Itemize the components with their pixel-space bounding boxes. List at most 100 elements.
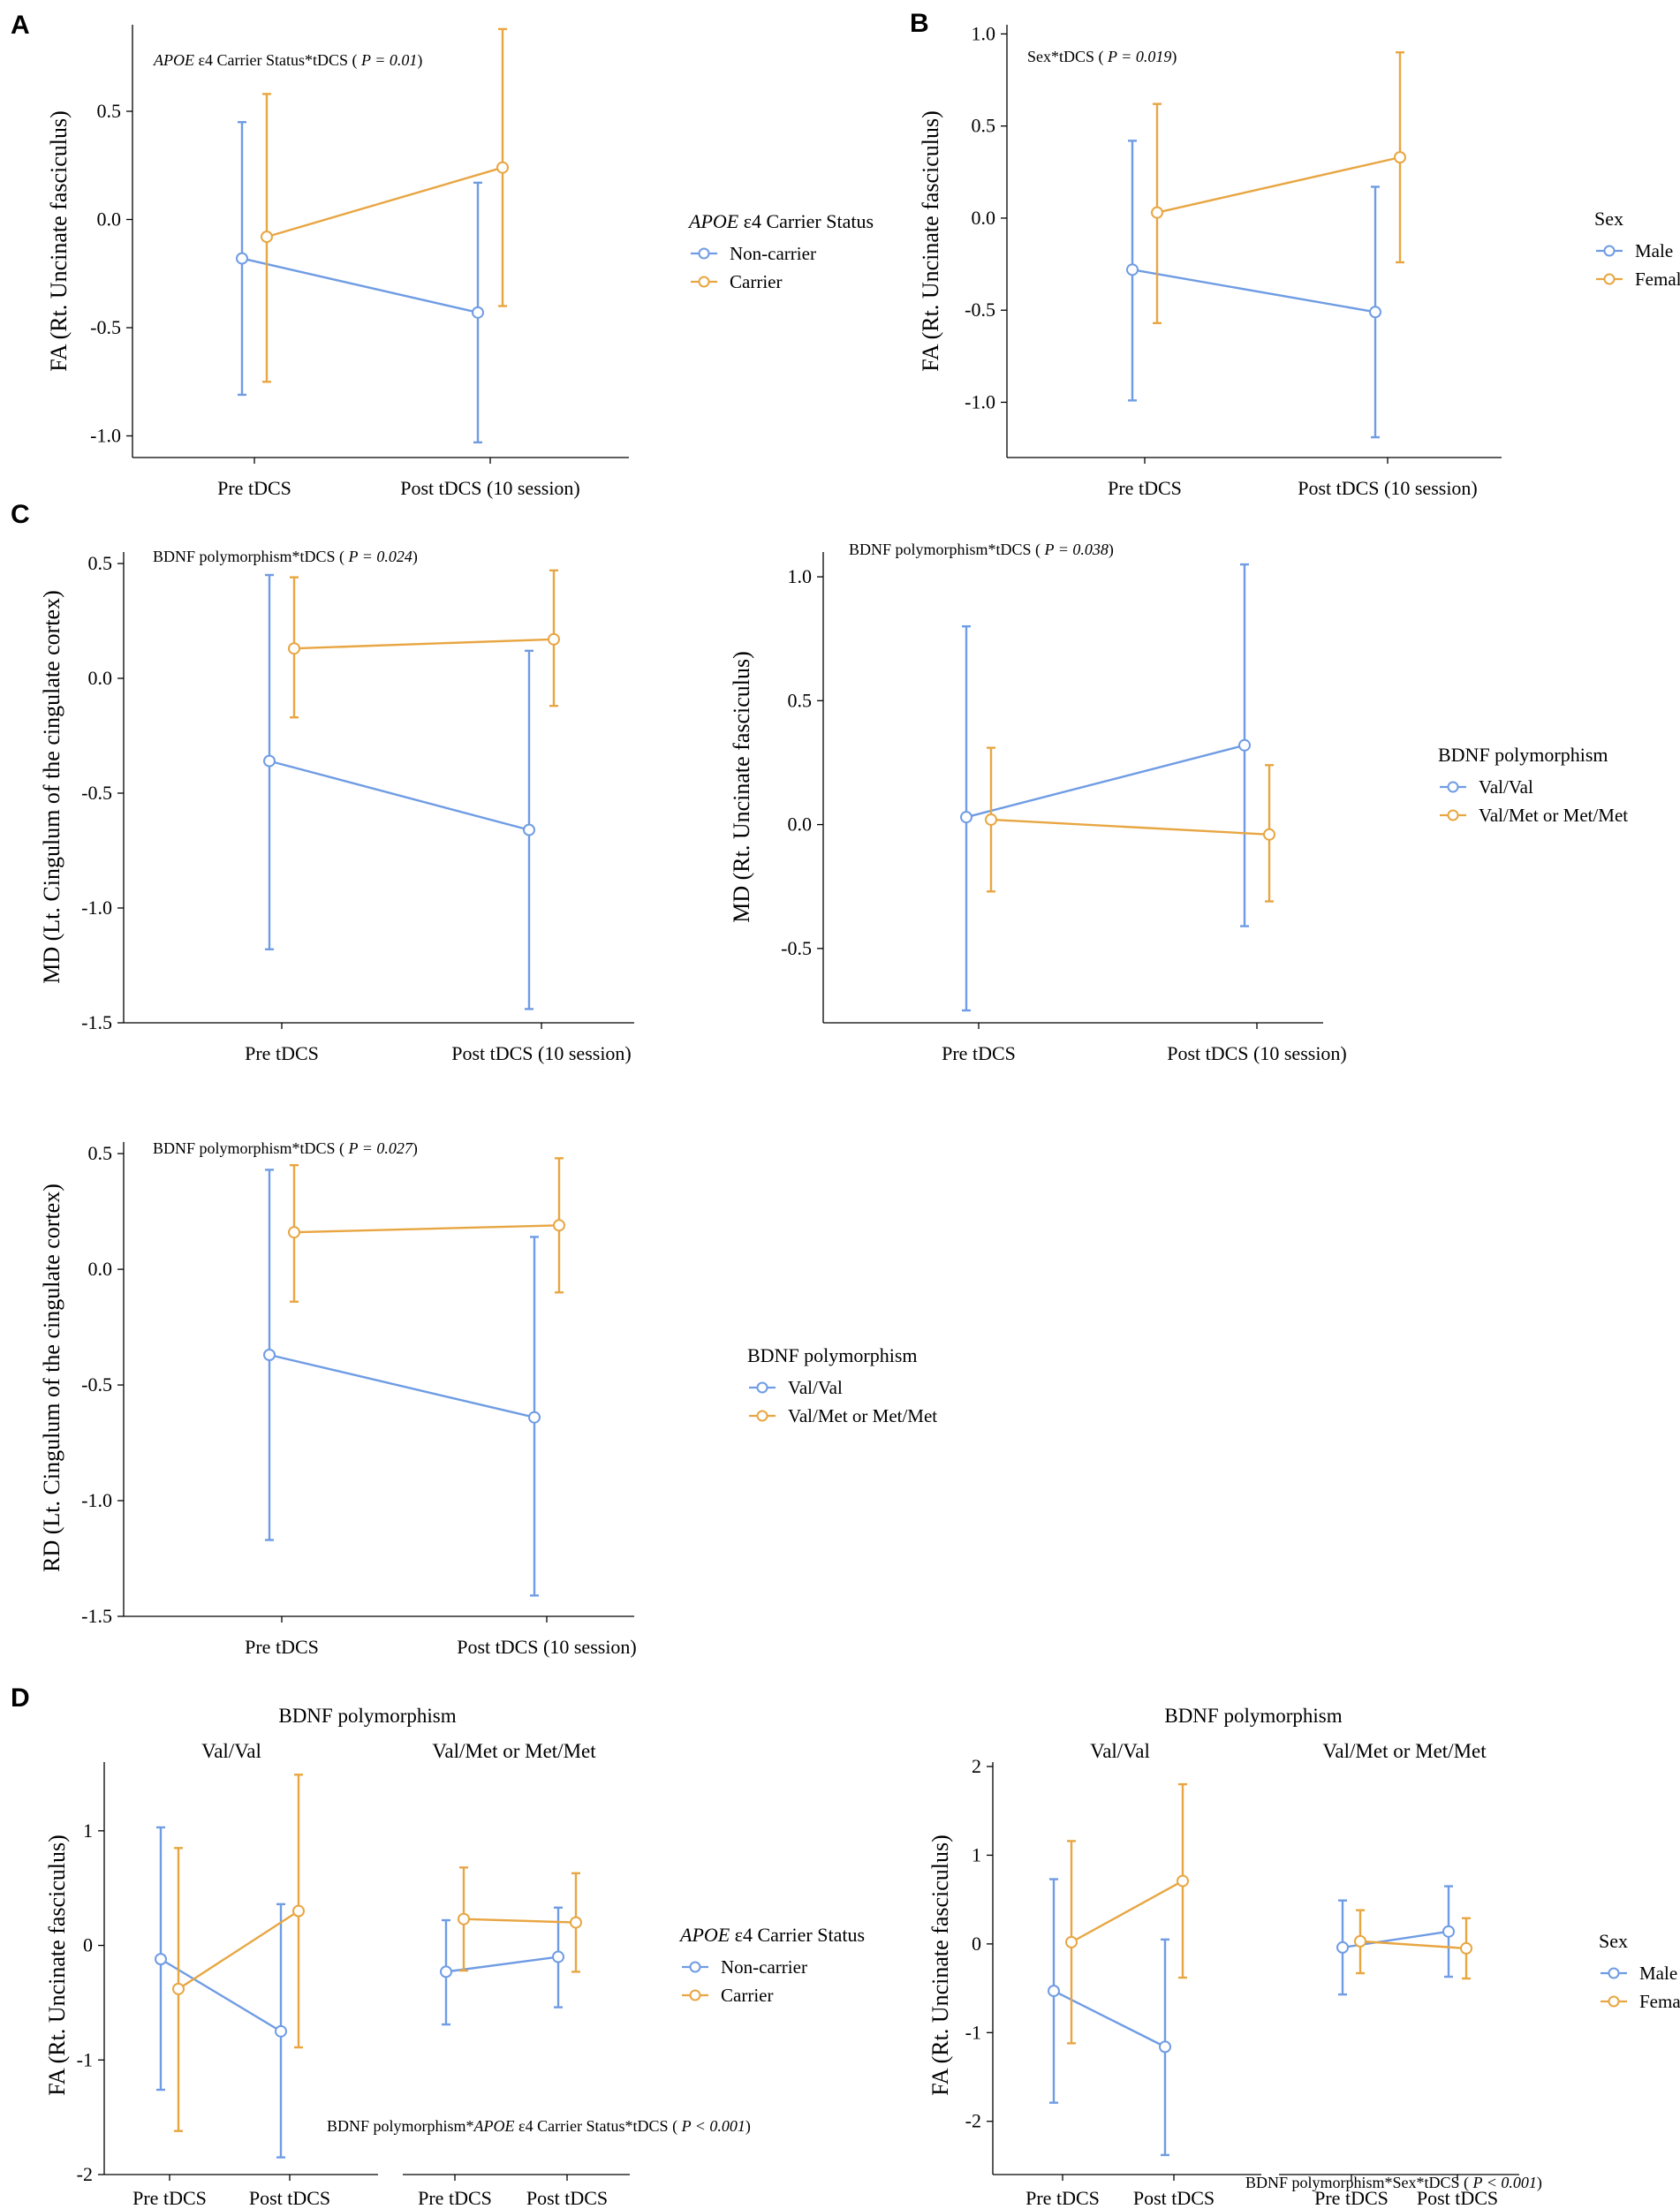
panel-D2: BDNF polymorphism Val/Val Val/Met or Met/M… xyxy=(927,1705,1680,2209)
legend: APOE ε4 Carrier Status Non-carrier Carrier xyxy=(687,210,874,292)
annotation-p-value: P = 0.027 xyxy=(348,1139,413,1157)
y-tick-label: 1.0 xyxy=(972,22,996,44)
data-point xyxy=(261,231,273,244)
facet-label: Val/Met or Met/Met xyxy=(1322,1740,1487,1762)
y-axis-label: FA (Rt. Uncinate fasciculus) xyxy=(918,110,943,372)
x-tick-label: Pre tDCS xyxy=(1314,2187,1389,2209)
data-point xyxy=(1126,263,1139,276)
y-axis-label: MD (Lt. Cingulum of the cingulate cortex… xyxy=(39,590,64,984)
annotation-text: ) xyxy=(412,1139,418,1158)
data-point xyxy=(1394,151,1406,164)
series-line xyxy=(965,744,1245,819)
interaction-annotation: BDNF polymorphism*Sex*tDCS ( P < 0.001) xyxy=(1245,2174,1542,2192)
annotation-text: BDNF polymorphism*tDCS ( xyxy=(153,548,349,566)
data-point xyxy=(1460,1941,1472,1955)
x-tick-label: Post tDCS xyxy=(526,2187,608,2209)
y-tick-label: -2 xyxy=(965,2110,981,2132)
legend-title-text: ε4 Carrier Status xyxy=(730,1924,865,1946)
interaction-annotation: BDNF polymorphism*APOE ε4 Carrier Status… xyxy=(327,2117,751,2136)
data-point xyxy=(548,632,560,646)
x-tick-label: Pre tDCS xyxy=(1108,477,1182,499)
y-tick-label: 0.5 xyxy=(972,115,996,137)
annotation-text: ε4 Carrier Status*tDCS ( xyxy=(194,51,361,70)
data-point xyxy=(263,1348,276,1361)
facet-label: Val/Val xyxy=(201,1740,261,1762)
legend-key-point xyxy=(756,1410,768,1422)
legend-key-point xyxy=(689,1961,701,1973)
interaction-annotation: BDNF polymorphism*tDCS ( P = 0.027) xyxy=(153,1139,418,1158)
panel-C1: C -1.5 -1.0 -0.5 0.0 0.5 Pre tDCS Post tDCS (10… xyxy=(11,500,634,1064)
data-point xyxy=(496,161,509,174)
x-tick-label: Pre tDCS xyxy=(418,2187,492,2209)
legend-item-label: Non-carrier xyxy=(721,1956,807,1978)
legend-key-point xyxy=(756,1381,768,1394)
legend-title: BDNF polymorphism xyxy=(747,1344,918,1366)
x-tick-label: Post tDCS xyxy=(249,2187,330,2209)
panel-C2: -0.5 0.0 0.5 1.0 Pre tDCS Post tDCS (10 sessi… xyxy=(729,541,1628,1064)
x-tick-label: Post tDCS xyxy=(1133,2187,1215,2209)
data-point xyxy=(528,1411,541,1424)
legend-key-point xyxy=(698,276,710,288)
data-point xyxy=(1369,306,1381,319)
annotation-p-value: P = 0.024 xyxy=(348,548,412,565)
y-tick-label: 0 xyxy=(83,1934,93,1956)
x-tick-label: Pre tDCS xyxy=(132,2187,207,2209)
y-axis-label: MD (Rt. Uncinate fasciculus) xyxy=(729,651,754,923)
legend-key-point xyxy=(1603,273,1616,285)
data-point xyxy=(1177,1874,1189,1887)
series-line xyxy=(1071,1880,1184,1943)
series-line xyxy=(241,257,479,314)
y-tick-label: -0.5 xyxy=(81,1373,112,1396)
data-point xyxy=(1048,1985,1060,1998)
legend-title-text: BDNF polymorphism xyxy=(1438,744,1608,766)
facet-super-title: BDNF polymorphism xyxy=(1164,1705,1342,1727)
legend-key-point xyxy=(1603,245,1616,257)
panel-letter: C xyxy=(11,500,30,529)
interaction-annotation: BDNF polymorphism*tDCS ( P = 0.038) xyxy=(849,541,1114,559)
legend-key-point xyxy=(1447,781,1459,793)
data-point xyxy=(1442,1925,1455,1938)
series-line xyxy=(269,1353,535,1418)
y-axis-label: FA (Rt. Uncinate fasciculus) xyxy=(46,110,72,372)
data-point xyxy=(292,1904,305,1918)
panel-A: A -1.0 -0.5 0.0 0.5 Pre tDCS Post tDCS (10 ses… xyxy=(11,11,874,499)
y-tick-label: -1.5 xyxy=(81,1605,112,1627)
y-tick-label: 2 xyxy=(972,1755,981,1777)
y-axis-label: FA (Rt. Uncinate fasciculus) xyxy=(44,1835,70,2096)
y-tick-label: 1 xyxy=(83,1819,93,1842)
legend: BDNF polymorphism Val/Val Val/Met or Met/M… xyxy=(1438,744,1628,826)
y-tick-label: 0 xyxy=(972,1933,981,1955)
y-tick-label: -1.0 xyxy=(81,1489,112,1511)
panel-letter: A xyxy=(11,11,30,40)
legend-title: Sex xyxy=(1594,208,1623,230)
legend-title-text: Sex xyxy=(1594,208,1623,230)
annotation-italic: APOE xyxy=(473,2117,515,2135)
legend-title-text: Sex xyxy=(1599,1930,1628,1952)
legend-title-text: ε4 Carrier Status xyxy=(738,210,874,232)
series-line xyxy=(1359,1940,1467,1950)
annotation-text: ) xyxy=(1171,48,1177,66)
data-point xyxy=(172,1982,185,1995)
legend-item-label: Val/Met or Met/Met xyxy=(1479,805,1628,826)
y-tick-label: -0.5 xyxy=(965,299,995,321)
panel-letter: B xyxy=(910,9,929,38)
series-line xyxy=(160,1958,282,2032)
series-line xyxy=(1131,269,1376,314)
annotation-p-value: P = 0.01 xyxy=(360,51,417,69)
legend-item-label: Val/Met or Met/Met xyxy=(788,1405,937,1426)
y-tick-label: -1.0 xyxy=(90,425,121,447)
data-point xyxy=(523,823,535,836)
y-tick-label: 0.0 xyxy=(972,207,996,229)
annotation-text: BDNF polymorphism*Sex*tDCS ( xyxy=(1245,2174,1473,2192)
y-tick-label: 0.0 xyxy=(88,1258,113,1280)
legend-item-label: Carrier xyxy=(721,1985,773,2006)
data-point xyxy=(1238,738,1251,752)
data-point xyxy=(1263,828,1275,841)
legend-title: BDNF polymorphism xyxy=(1438,744,1608,766)
legend-title-italic: APOE xyxy=(687,210,739,232)
legend-item-label: Val/Val xyxy=(788,1377,843,1398)
legend-key-point xyxy=(689,1989,701,2001)
y-tick-label: 0.0 xyxy=(97,208,122,231)
data-point xyxy=(1151,206,1163,219)
y-axis-label: FA (Rt. Uncinate fasciculus) xyxy=(927,1835,953,2096)
